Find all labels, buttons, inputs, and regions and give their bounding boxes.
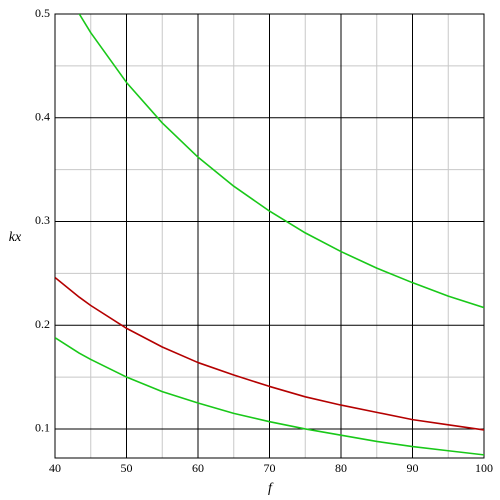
x-tick-label: 50 [121,461,133,475]
line-series [55,276,484,431]
x-tick-label: 70 [264,461,276,475]
x-tick-label: 90 [407,461,419,475]
plot-area [55,14,484,456]
x-tick-label: 60 [192,461,204,475]
y-tick-label: 0.4 [35,109,50,123]
line-series [78,14,484,309]
y-tick-label: 0.1 [35,421,50,435]
y-tick-label: 0.2 [35,317,50,331]
x-tick-label: 80 [335,461,347,475]
x-tick-label: 40 [49,461,61,475]
y-tick-label: 0.3 [35,213,50,227]
x-tick-label: 100 [475,461,493,475]
y-tick-label: 0.5 [35,6,50,20]
x-axis-label: f [268,481,274,496]
plot-frame [54,13,485,459]
line-series [55,336,484,456]
y-axis-label: kx [9,230,22,245]
